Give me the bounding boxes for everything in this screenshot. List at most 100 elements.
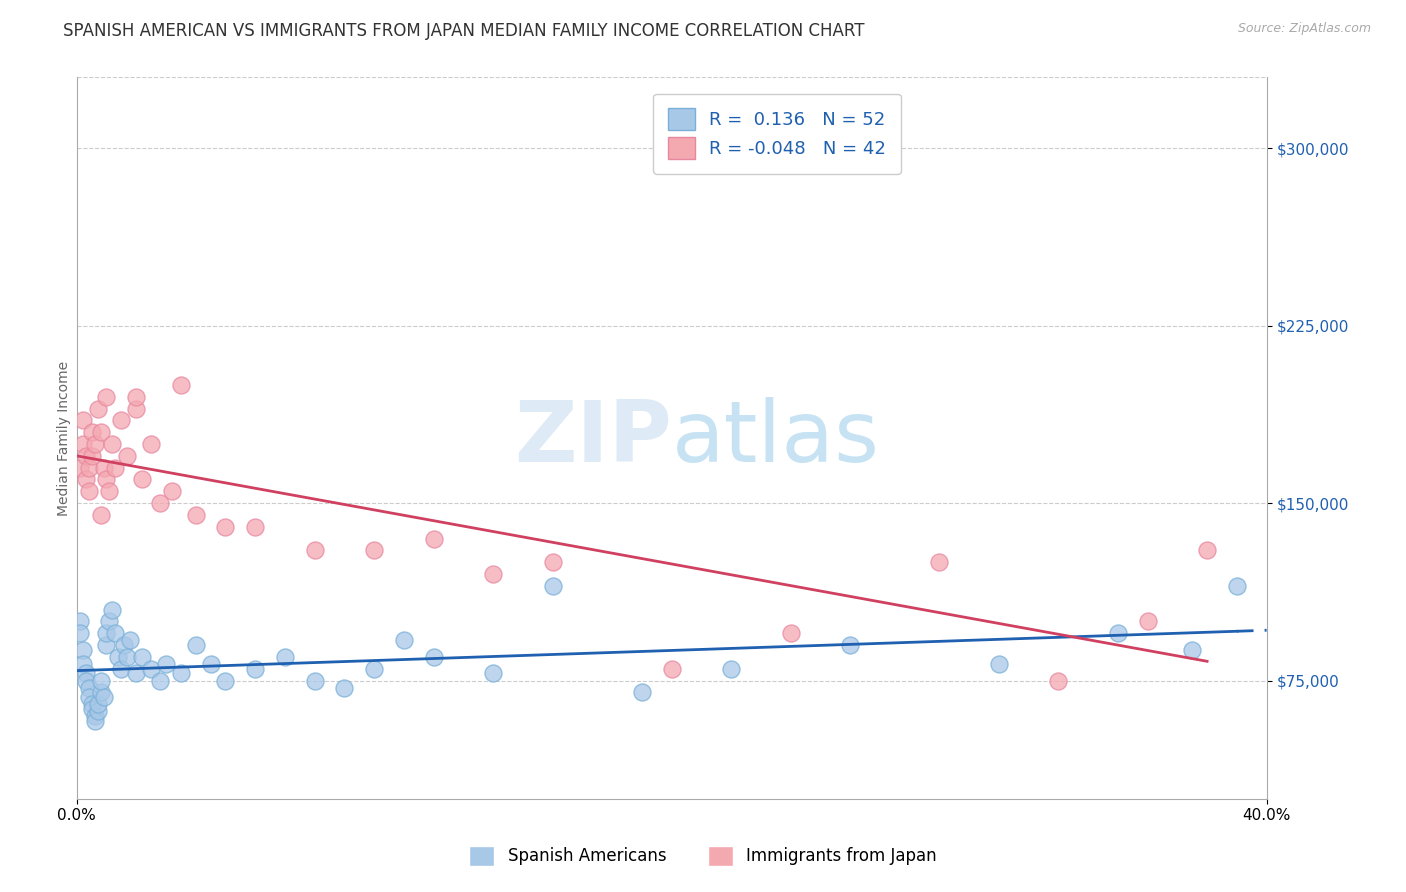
- Point: [80, 702, 103, 716]
- Point: [75, 666, 97, 681]
- Point: [274, 649, 297, 664]
- Point: [482, 666, 505, 681]
- Point: [80, 449, 103, 463]
- Point: [304, 673, 326, 688]
- Point: [72, 413, 94, 427]
- Point: [96, 473, 118, 487]
- Point: [80, 697, 103, 711]
- Point: [80, 425, 103, 440]
- Y-axis label: Median Family Income: Median Family Income: [58, 360, 72, 516]
- Point: [839, 638, 862, 652]
- Point: [90, 425, 112, 440]
- Point: [245, 520, 267, 534]
- Point: [117, 649, 139, 664]
- Point: [1047, 673, 1070, 688]
- Point: [86, 704, 108, 718]
- Point: [98, 615, 121, 629]
- Point: [125, 666, 148, 681]
- Point: [149, 673, 172, 688]
- Point: [214, 673, 236, 688]
- Point: [90, 673, 112, 688]
- Point: [107, 649, 129, 664]
- Point: [110, 413, 132, 427]
- Point: [110, 662, 132, 676]
- Point: [77, 484, 100, 499]
- Point: [86, 401, 108, 416]
- Text: SPANISH AMERICAN VS IMMIGRANTS FROM JAPAN MEDIAN FAMILY INCOME CORRELATION CHART: SPANISH AMERICAN VS IMMIGRANTS FROM JAPA…: [63, 22, 865, 40]
- Point: [214, 520, 236, 534]
- Point: [720, 662, 742, 676]
- Text: Source: ZipAtlas.com: Source: ZipAtlas.com: [1237, 22, 1371, 36]
- Point: [131, 649, 153, 664]
- Point: [928, 555, 950, 569]
- Point: [184, 638, 207, 652]
- Point: [1197, 543, 1219, 558]
- Point: [125, 401, 148, 416]
- Point: [77, 460, 100, 475]
- Point: [541, 555, 564, 569]
- Point: [170, 666, 193, 681]
- Point: [304, 543, 326, 558]
- Text: ZIP: ZIP: [515, 397, 672, 480]
- Point: [93, 690, 115, 704]
- Point: [96, 626, 118, 640]
- Point: [541, 579, 564, 593]
- Point: [392, 633, 415, 648]
- Point: [422, 532, 444, 546]
- Point: [120, 633, 142, 648]
- Point: [184, 508, 207, 522]
- Point: [96, 638, 118, 652]
- Point: [86, 697, 108, 711]
- Point: [200, 657, 222, 671]
- Point: [72, 657, 94, 671]
- Point: [987, 657, 1010, 671]
- Point: [75, 473, 97, 487]
- Point: [83, 714, 105, 728]
- Point: [90, 685, 112, 699]
- Point: [77, 681, 100, 695]
- Point: [90, 508, 112, 522]
- Point: [160, 484, 183, 499]
- Point: [363, 543, 385, 558]
- Point: [422, 649, 444, 664]
- Point: [139, 662, 162, 676]
- Point: [631, 685, 654, 699]
- Point: [104, 626, 127, 640]
- Point: [101, 437, 124, 451]
- Point: [149, 496, 172, 510]
- Point: [69, 615, 91, 629]
- Point: [72, 437, 94, 451]
- Point: [155, 657, 177, 671]
- Point: [98, 484, 121, 499]
- Legend: Spanish Americans, Immigrants from Japan: Spanish Americans, Immigrants from Japan: [456, 832, 950, 880]
- Point: [75, 673, 97, 688]
- Point: [779, 626, 801, 640]
- Point: [1136, 615, 1159, 629]
- Point: [333, 681, 356, 695]
- Point: [1226, 579, 1249, 593]
- Text: atlas: atlas: [672, 397, 880, 480]
- Point: [83, 709, 105, 723]
- Point: [363, 662, 385, 676]
- Point: [93, 460, 115, 475]
- Point: [1107, 626, 1129, 640]
- Point: [661, 662, 683, 676]
- Point: [96, 390, 118, 404]
- Point: [77, 690, 100, 704]
- Point: [83, 437, 105, 451]
- Legend: R =  0.136   N = 52, R = -0.048   N = 42: R = 0.136 N = 52, R = -0.048 N = 42: [654, 94, 901, 174]
- Point: [131, 473, 153, 487]
- Point: [101, 602, 124, 616]
- Point: [104, 460, 127, 475]
- Point: [75, 449, 97, 463]
- Point: [139, 437, 162, 451]
- Point: [112, 638, 135, 652]
- Point: [72, 642, 94, 657]
- Point: [69, 460, 91, 475]
- Point: [170, 377, 193, 392]
- Point: [1181, 642, 1204, 657]
- Point: [69, 626, 91, 640]
- Point: [482, 567, 505, 582]
- Point: [117, 449, 139, 463]
- Point: [125, 390, 148, 404]
